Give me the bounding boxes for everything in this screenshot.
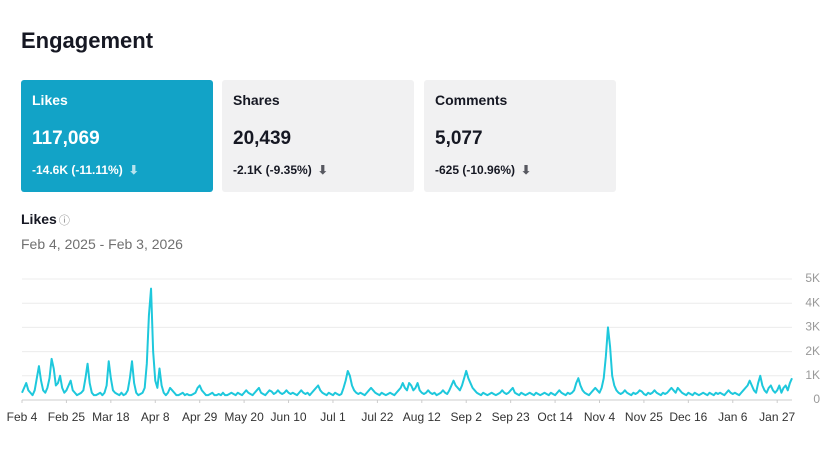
- x-tick-label: Apr 29: [182, 410, 218, 424]
- x-tick-label: Nov 4: [584, 410, 616, 424]
- x-tick-label: Jan 27: [759, 410, 795, 424]
- x-tick-label: Sep 23: [492, 410, 530, 424]
- x-tick-label: Oct 14: [537, 410, 573, 424]
- metric-card[interactable]: Likes 117,069 -14.6K (-11.11%): [21, 80, 213, 192]
- y-tick-label: 4K: [805, 295, 820, 309]
- x-tick-label: Feb 4: [7, 410, 38, 424]
- page-title: Engagement: [21, 28, 154, 53]
- card-value: 5,077: [435, 128, 483, 149]
- x-tick-label: Apr 8: [141, 410, 170, 424]
- y-tick-label: 5K: [805, 271, 820, 285]
- chart-title: Likes: [21, 211, 70, 228]
- x-tick-label: Feb 25: [48, 410, 86, 424]
- x-tick-label: Mar 18: [92, 410, 130, 424]
- x-tick-label: Sep 2: [451, 410, 483, 424]
- x-tick-label: Jun 10: [271, 410, 307, 424]
- y-tick-label: 1K: [805, 368, 820, 382]
- y-tick-label: 0: [813, 392, 820, 406]
- card-label: Likes: [32, 92, 68, 108]
- x-tick-label: Jul 22: [361, 410, 393, 424]
- metric-card[interactable]: Comments 5,077 -625 (-10.96%): [424, 80, 616, 192]
- chart-subtitle: Feb 4, 2025 - Feb 3, 2026: [21, 236, 183, 252]
- x-tick-label: Nov 25: [625, 410, 663, 424]
- card-value: 117,069: [32, 128, 100, 149]
- card-change: -625 (-10.96%): [435, 163, 605, 177]
- card-change: -14.6K (-11.11%): [32, 163, 202, 177]
- card-label: Shares: [233, 92, 280, 108]
- x-tick-label: May 20: [224, 410, 264, 424]
- card-label: Comments: [435, 92, 508, 108]
- x-tick-label: Dec 16: [669, 410, 707, 424]
- x-tick-label: Jul 1: [320, 410, 346, 424]
- line-series: [21, 287, 793, 397]
- y-tick-label: 3K: [805, 320, 820, 334]
- card-change: -2.1K (-9.35%): [233, 163, 403, 177]
- card-value: 20,439: [233, 128, 292, 149]
- y-tick-label: 2K: [805, 344, 820, 358]
- metric-card[interactable]: Shares 20,439 -2.1K (-9.35%): [222, 80, 414, 192]
- x-tick-label: Jan 6: [718, 410, 748, 424]
- x-tick-label: Aug 12: [403, 410, 441, 424]
